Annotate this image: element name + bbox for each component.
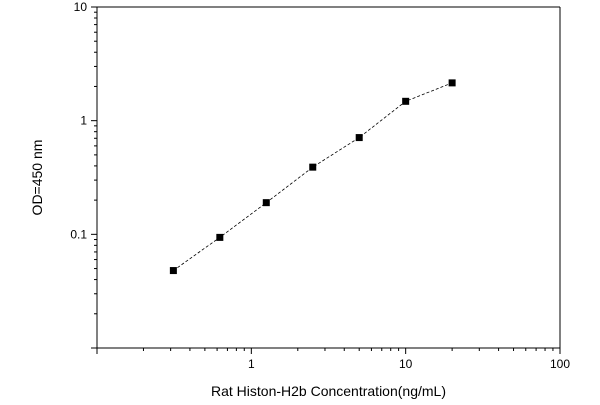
series-line-path — [173, 82, 453, 271]
x-tick-label: 100 — [550, 357, 570, 371]
axes — [96, 6, 561, 349]
data-point — [169, 267, 177, 275]
x-tick-label: 10 — [399, 357, 413, 371]
x-axis-title: Rat Histon-H2b Concentration(ng/mL) — [211, 383, 446, 399]
data-point — [262, 199, 270, 207]
data-point — [309, 163, 317, 171]
data-point — [448, 79, 456, 87]
y-tick-label: 0.1 — [70, 227, 87, 241]
x-tick-label: 1 — [248, 357, 255, 371]
y-axis-title: OD=450 nm — [29, 140, 45, 216]
data-points — [169, 79, 456, 275]
data-point — [355, 134, 363, 142]
data-point — [402, 97, 410, 105]
ticks: 1 10 100 0.1 1 10 — [70, 0, 570, 371]
y-tick-label: 10 — [74, 0, 88, 14]
data-point — [216, 233, 224, 241]
y-tick-label: 1 — [80, 114, 87, 128]
series-line — [173, 82, 453, 271]
